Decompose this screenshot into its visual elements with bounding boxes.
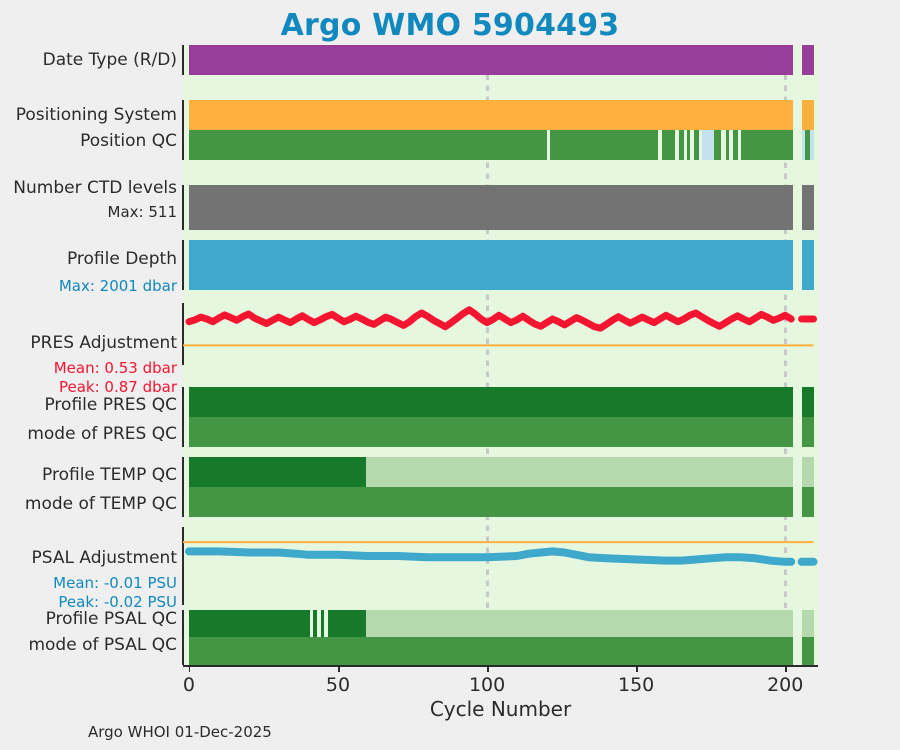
panel-profile-pres-qc (183, 387, 818, 417)
panel-date-type (183, 45, 818, 75)
x-tick-200 (785, 665, 787, 672)
chart-plot-area (182, 45, 818, 665)
panel-profile-psal-qc (183, 610, 818, 637)
label-profile-psal-qc: Profile PSAL QC (45, 609, 177, 629)
x-tick-150 (636, 665, 638, 672)
band-position-qc-6 (702, 130, 714, 160)
label-mode-of-psal-qc: mode of PSAL QC (28, 635, 177, 655)
panel-frame-5 (182, 387, 184, 447)
band-date-type-1 (801, 45, 814, 75)
panel-psal-adjustment (183, 527, 818, 605)
label-positioning-system: Positioning System (15, 105, 177, 125)
x-tick-label-0: 0 (182, 674, 195, 696)
x-tick-label-50: 50 (325, 674, 351, 696)
panel-mode-of-pres-qc (183, 417, 818, 447)
band-positioning-system-0 (188, 100, 793, 130)
label-psal-mean: Mean: -0.01 PSU (53, 574, 177, 592)
panel-pres-adjustment (183, 303, 818, 365)
band-position-qc-13 (809, 130, 814, 160)
panel-positioning-system (183, 100, 818, 130)
band-profile-temp-qc-2 (801, 457, 814, 487)
label-pres-peak: Peak: 0.87 dbar (58, 378, 177, 396)
band-position-qc-7 (713, 130, 722, 160)
band-mode-of-temp-qc-1 (801, 487, 814, 517)
x-tick-label-150: 150 (618, 674, 655, 696)
label-profile-depth-max: Max: 2001 dbar (58, 277, 177, 295)
panel-position-qc (183, 130, 818, 160)
band-number-ctd-levels-0 (188, 185, 793, 230)
panel-frame-3 (182, 240, 184, 290)
panel-mode-of-temp-qc (183, 487, 818, 517)
panel-profile-temp-qc (183, 457, 818, 487)
band-profile-temp-qc-1 (366, 457, 793, 487)
band-profile-psal-qc-1 (312, 610, 318, 637)
band-positioning-system-1 (801, 100, 814, 130)
x-tick-0 (188, 665, 191, 672)
band-position-qc-5 (693, 130, 699, 160)
footer-credit: Argo WHOI 01-Dec-2025 (88, 723, 272, 741)
gridline-100 (486, 45, 490, 665)
label-profile-pres-qc: Profile PRES QC (44, 395, 177, 415)
band-position-qc-1 (550, 130, 659, 160)
label-number-ctd-levels: Number CTD levels (13, 178, 177, 198)
band-mode-of-pres-qc-0 (188, 417, 793, 447)
gridline-200 (784, 45, 788, 665)
band-position-qc-11 (801, 130, 805, 160)
label-number-ctd-levels-max: Max: 511 (107, 203, 177, 221)
panel-profile-depth (183, 240, 818, 290)
band-profile-depth-0 (188, 240, 793, 290)
band-profile-depth-1 (801, 240, 814, 290)
band-profile-pres-qc-0 (188, 387, 793, 417)
x-axis (183, 665, 818, 667)
x-tick-label-100: 100 (468, 674, 506, 696)
panel-frame-7 (182, 527, 184, 605)
label-profile-temp-qc: Profile TEMP QC (42, 465, 177, 485)
band-position-qc-2 (662, 130, 675, 160)
band-position-qc-0 (188, 130, 547, 160)
panel-frame-6 (182, 457, 184, 517)
label-mode-of-pres-qc: mode of PRES QC (27, 424, 177, 444)
band-profile-psal-qc-0 (188, 610, 310, 637)
panel-frame-0 (182, 45, 184, 75)
panel-number-ctd-levels (183, 185, 818, 230)
band-profile-psal-qc-4 (366, 610, 793, 637)
band-mode-of-psal-qc-0 (188, 637, 793, 665)
band-date-type-0 (188, 45, 793, 75)
series-psal-adjustment (183, 541, 818, 566)
panel-frame-2 (182, 185, 184, 230)
band-mode-of-temp-qc-0 (188, 487, 793, 517)
x-tick-label-200: 200 (767, 674, 804, 696)
band-position-qc-8 (725, 130, 730, 160)
series-pres-adjustment (183, 306, 817, 347)
label-pres-adjustment: PRES Adjustment (30, 333, 177, 353)
band-position-qc-9 (733, 130, 738, 160)
label-mode-of-temp-qc: mode of TEMP QC (24, 494, 177, 514)
band-position-qc-12 (804, 130, 810, 160)
band-position-qc-10 (741, 130, 793, 160)
band-number-ctd-levels-1 (801, 185, 814, 230)
label-profile-depth: Profile Depth (66, 249, 177, 269)
label-position-qc: Position QC (80, 131, 177, 151)
x-axis-label: Cycle Number (429, 697, 572, 721)
band-profile-pres-qc-1 (801, 387, 814, 417)
label-psal-adjustment: PSAL Adjustment (31, 548, 177, 568)
label-date-type: Date Type (R/D) (42, 50, 177, 70)
panel-mode-of-psal-qc (183, 637, 818, 665)
label-pres-mean: Mean: 0.53 dbar (53, 359, 177, 377)
page-title: Argo WMO 5904493 (280, 8, 620, 43)
band-mode-of-pres-qc-1 (801, 417, 814, 447)
band-profile-temp-qc-0 (188, 457, 367, 487)
band-profile-psal-qc-5 (801, 610, 814, 637)
x-tick-50 (338, 665, 340, 672)
band-profile-psal-qc-3 (327, 610, 367, 637)
x-tick-100 (487, 665, 489, 672)
panel-frame-1 (182, 100, 184, 160)
band-profile-psal-qc-2 (320, 610, 324, 637)
label-psal-peak: Peak: -0.02 PSU (58, 593, 177, 611)
band-mode-of-psal-qc-1 (801, 637, 814, 665)
panel-frame-8 (182, 610, 184, 665)
band-position-qc-3 (678, 130, 684, 160)
band-position-qc-4 (687, 130, 691, 160)
panel-frame-4 (182, 303, 184, 365)
